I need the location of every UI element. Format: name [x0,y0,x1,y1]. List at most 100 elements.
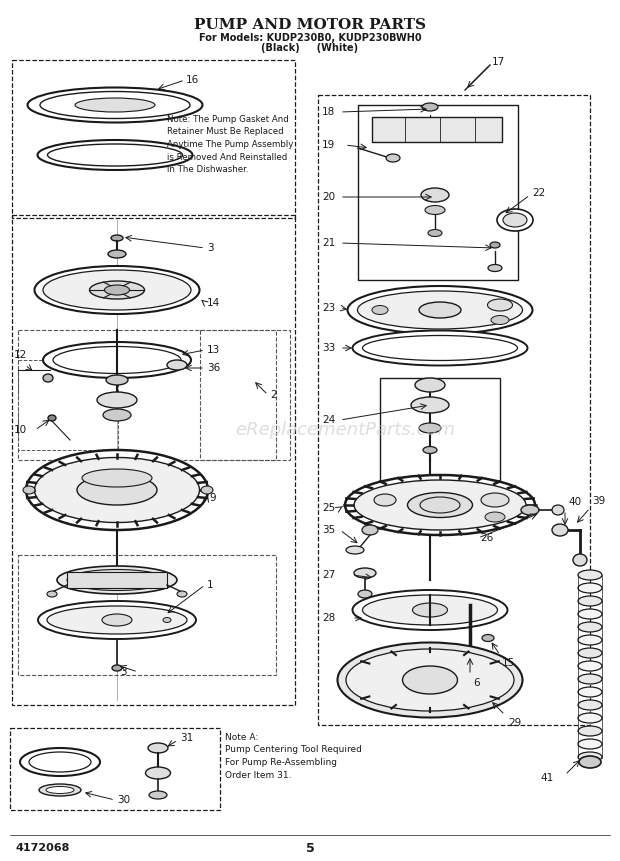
Ellipse shape [421,188,449,202]
Text: 23: 23 [322,303,335,313]
Ellipse shape [521,505,539,515]
Ellipse shape [412,603,448,617]
Ellipse shape [422,103,438,111]
Text: 21: 21 [322,238,335,248]
Ellipse shape [106,375,128,385]
Bar [12,60,295,218]
Text: Note: The Pump Gasket And
Retainer Must Be Replaced
Anytime The Pump Assembly
is: Note: The Pump Gasket And Retainer Must … [167,115,293,174]
Text: 3: 3 [120,667,126,677]
Ellipse shape [105,285,130,295]
Ellipse shape [578,700,602,710]
Ellipse shape [89,281,144,299]
Ellipse shape [82,469,152,487]
Ellipse shape [354,480,526,530]
Ellipse shape [464,661,476,669]
Ellipse shape [111,235,123,241]
Ellipse shape [419,302,461,318]
Bar [18,555,276,675]
Text: 28: 28 [322,613,335,623]
Ellipse shape [358,590,372,598]
Ellipse shape [43,270,191,310]
Ellipse shape [27,88,203,122]
Text: 18: 18 [322,107,335,117]
Ellipse shape [578,570,602,580]
Ellipse shape [573,554,587,566]
Text: eReplacementParts.com: eReplacementParts.com [235,421,455,439]
Ellipse shape [201,486,213,494]
Bar [200,330,290,460]
Ellipse shape [552,524,568,536]
Ellipse shape [29,752,91,772]
Ellipse shape [47,591,57,597]
Ellipse shape [578,583,602,593]
Ellipse shape [146,767,170,779]
Bar [380,378,500,483]
Ellipse shape [487,299,513,311]
Ellipse shape [578,739,602,749]
Ellipse shape [578,596,602,606]
Ellipse shape [148,743,168,753]
Ellipse shape [47,606,187,634]
Ellipse shape [67,569,167,591]
Ellipse shape [578,713,602,723]
Text: 36: 36 [207,363,220,373]
Text: 41: 41 [540,773,553,783]
Text: 2: 2 [270,390,277,400]
Ellipse shape [363,595,497,625]
Text: 12: 12 [14,350,27,360]
Ellipse shape [48,415,56,421]
Text: 26: 26 [480,533,494,543]
Ellipse shape [97,392,137,408]
Ellipse shape [103,409,131,421]
Ellipse shape [407,492,472,517]
Ellipse shape [503,213,527,227]
Ellipse shape [362,525,378,535]
Text: 17: 17 [492,57,505,67]
Ellipse shape [363,336,518,361]
Ellipse shape [490,242,500,248]
Ellipse shape [57,566,177,594]
Ellipse shape [337,642,523,717]
Ellipse shape [578,661,602,671]
Bar [318,95,590,725]
Text: 5: 5 [306,841,314,854]
Text: 9: 9 [209,493,216,503]
Text: 15: 15 [502,658,515,668]
Ellipse shape [39,784,81,796]
Ellipse shape [578,726,602,736]
Text: 10: 10 [14,425,27,435]
Ellipse shape [112,665,122,671]
Ellipse shape [345,475,535,535]
Ellipse shape [35,266,200,314]
Ellipse shape [38,601,196,639]
Bar [12,215,295,705]
Ellipse shape [149,791,167,799]
Ellipse shape [491,315,509,325]
Bar [358,105,518,280]
Ellipse shape [108,250,126,258]
Text: 3: 3 [207,243,214,253]
Ellipse shape [163,617,171,623]
Text: 33: 33 [322,343,335,353]
Text: 30: 30 [117,795,130,805]
Ellipse shape [353,331,528,366]
Ellipse shape [177,591,187,597]
Ellipse shape [428,230,442,237]
Bar [372,117,502,142]
Ellipse shape [353,590,508,630]
Text: (Black)     (White): (Black) (White) [262,43,358,53]
Ellipse shape [374,494,396,506]
Ellipse shape [23,486,35,494]
Text: 16: 16 [186,75,199,85]
Text: 40: 40 [568,497,581,507]
Ellipse shape [488,264,502,271]
Ellipse shape [43,342,191,378]
Ellipse shape [167,360,187,370]
Ellipse shape [419,423,441,433]
Ellipse shape [386,154,400,162]
Ellipse shape [423,447,437,454]
Text: 25: 25 [322,503,335,513]
Text: Note A:
Pump Centering Tool Required
For Pump Re-Assembling
Order Item 31.: Note A: Pump Centering Tool Required For… [225,733,362,779]
Text: 22: 22 [532,188,545,198]
Ellipse shape [578,648,602,658]
